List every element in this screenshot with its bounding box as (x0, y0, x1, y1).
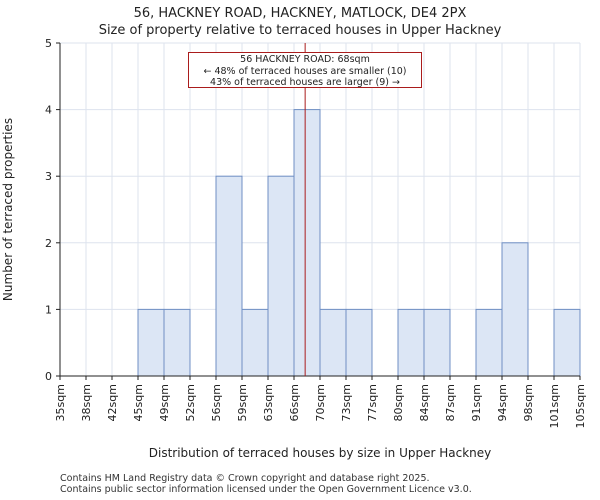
x-tick-label: 80sqm (392, 384, 405, 421)
y-axis-label: Number of terraced properties (1, 118, 15, 301)
bar (501, 242, 529, 377)
annotation-line-2: ← 48% of terraced houses are smaller (10… (203, 65, 407, 77)
x-tick-label: 98sqm (522, 384, 535, 421)
x-tick-label: 101sqm (548, 384, 561, 428)
bar (215, 175, 243, 377)
y-tick-label: 5 (45, 37, 52, 50)
marker-annotation: 56 HACKNEY ROAD: 68sqm ← 48% of terraced… (188, 52, 422, 88)
chart-title: 56, HACKNEY ROAD, HACKNEY, MATLOCK, DE4 … (133, 6, 467, 21)
x-tick-label: 66sqm (288, 384, 301, 421)
x-tick-label: 87sqm (444, 384, 457, 421)
x-tick-label: 94sqm (496, 384, 509, 421)
annotation-line-3: 43% of terraced houses are larger (9) → (210, 77, 400, 88)
bar (137, 308, 165, 377)
y-tick-label: 0 (45, 370, 52, 383)
x-tick-label: 42sqm (106, 384, 119, 421)
chart-subtitle: Size of property relative to terraced ho… (98, 23, 502, 38)
x-tick-label: 105sqm (574, 384, 587, 428)
bar (293, 109, 321, 377)
x-tick-label: 56sqm (210, 384, 223, 421)
bar (267, 175, 295, 377)
y-tick-label: 4 (45, 104, 52, 117)
bar (423, 308, 451, 377)
bar (475, 308, 503, 377)
bar (553, 308, 581, 377)
footer-line-1: Contains HM Land Registry data © Crown c… (60, 473, 430, 484)
y-tick-label: 3 (45, 170, 52, 183)
x-tick-label: 84sqm (418, 384, 431, 421)
x-tick-label: 38sqm (80, 384, 93, 421)
x-tick-label: 77sqm (366, 384, 379, 421)
footer-line-2: Contains public sector information licen… (60, 484, 472, 495)
bar (319, 308, 347, 377)
x-axis-label: Distribution of terraced houses by size … (149, 446, 492, 460)
bar (345, 308, 373, 377)
x-tick-label: 49sqm (158, 384, 171, 421)
x-tick-label: 73sqm (340, 384, 353, 421)
y-tick-label: 2 (45, 237, 52, 250)
x-tick-label: 59sqm (236, 384, 249, 421)
x-tick-label: 35sqm (54, 384, 67, 421)
x-tick-label: 70sqm (314, 384, 327, 421)
x-tick-label: 45sqm (132, 384, 145, 421)
x-tick-label: 91sqm (470, 384, 483, 421)
y-tick-label: 1 (45, 303, 52, 316)
x-tick-label: 63sqm (262, 384, 275, 421)
annotation-line-1: 56 HACKNEY ROAD: 68sqm (240, 54, 370, 65)
bar (241, 308, 269, 377)
x-tick-label: 52sqm (184, 384, 197, 421)
bar (163, 308, 191, 377)
bar (397, 308, 425, 377)
